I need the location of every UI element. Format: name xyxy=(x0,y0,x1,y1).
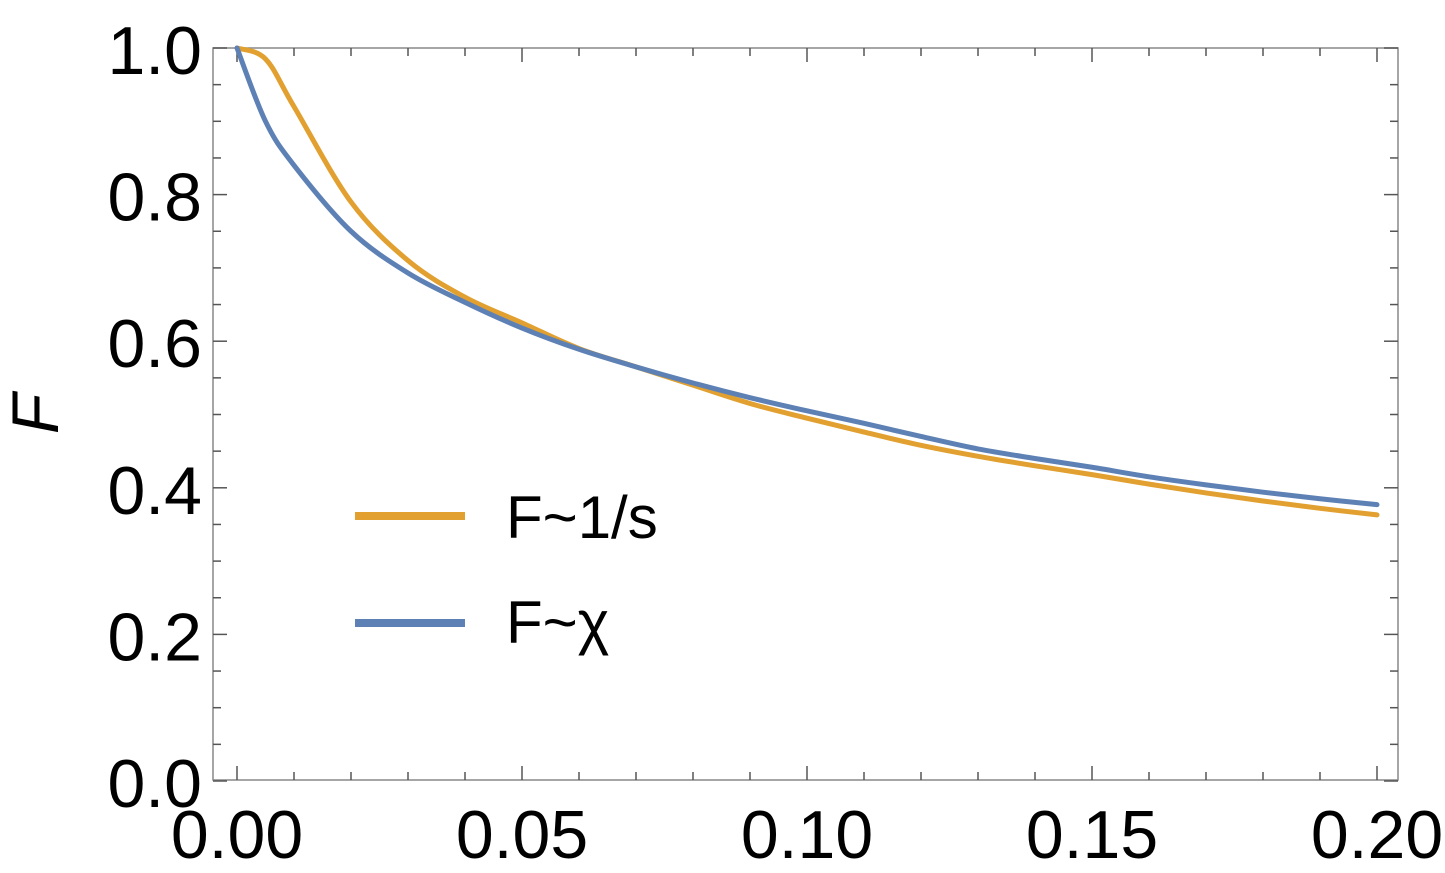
y-tick-label: 0.0 xyxy=(107,746,202,822)
axis-ticks xyxy=(213,47,1398,782)
y-tick-label: 0.4 xyxy=(107,453,202,529)
x-tick-label: 0.10 xyxy=(741,797,873,873)
series-line-f-chi xyxy=(234,45,1380,508)
x-tick-label: 0.15 xyxy=(1026,797,1158,873)
x-tick-label: 0.00 xyxy=(171,797,303,873)
series-lines xyxy=(234,45,1380,518)
y-axis-title: F xyxy=(0,390,72,434)
legend-label-f-1-over-s: F~1/s xyxy=(506,484,658,551)
series-line-f-1-over-s xyxy=(234,45,1380,518)
y-tick-label: 1.0 xyxy=(107,13,202,89)
plot-frame xyxy=(212,47,1399,781)
y-tick-label: 0.6 xyxy=(107,306,202,382)
y-tick-label: 0.8 xyxy=(107,160,202,236)
y-tick-label: 0.2 xyxy=(107,599,202,675)
legend-label-f-chi: F~χ xyxy=(506,589,609,656)
x-tick-label: 0.05 xyxy=(456,797,588,873)
tick-labels: 0.00 0.05 0.10 0.15 0.20 0.0 0.2 0.4 0.6 0.8 1.0 xyxy=(107,13,1443,873)
legend: F~1/s F~χ xyxy=(355,484,658,656)
x-tick-label: 0.20 xyxy=(1311,797,1443,873)
